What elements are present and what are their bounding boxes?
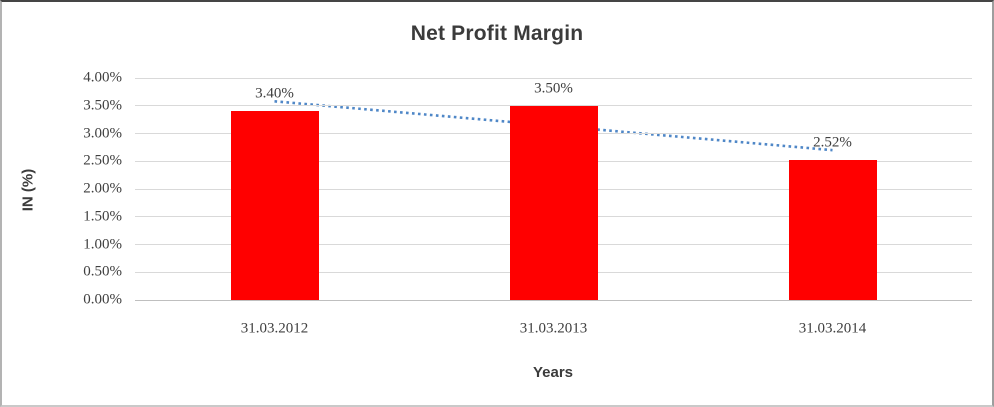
data-label: 3.50% [534, 80, 573, 97]
y-tick-label: 3.50% [83, 97, 122, 114]
data-label: 3.40% [255, 85, 294, 102]
bar [230, 111, 319, 300]
bar [788, 160, 877, 300]
y-tick-label: 4.00% [83, 69, 122, 86]
y-tick-label: 1.50% [83, 208, 122, 225]
x-tick-label: 31.03.2013 [519, 320, 588, 337]
plot-area: 3.40% 3.50% 2.52% [135, 77, 972, 301]
x-axis-line [135, 299, 972, 301]
y-tick-label: 2.00% [83, 180, 122, 197]
bar [509, 105, 598, 300]
x-tick-label: 31.03.2012 [240, 320, 309, 337]
y-tick-label: 0.50% [83, 263, 122, 280]
y-tick-label: 2.50% [83, 152, 122, 169]
y-tick-label: 1.00% [83, 236, 122, 252]
y-tick-label: 3.00% [83, 125, 122, 141]
x-axis-title: Years [532, 364, 574, 381]
chart-title: Net Profit Margin [410, 22, 584, 45]
y-tick-label: 0.00% [83, 291, 122, 308]
x-tick-label: 31.03.2014 [798, 320, 867, 337]
gridline [135, 77, 972, 79]
data-label: 2.52% [813, 134, 852, 151]
